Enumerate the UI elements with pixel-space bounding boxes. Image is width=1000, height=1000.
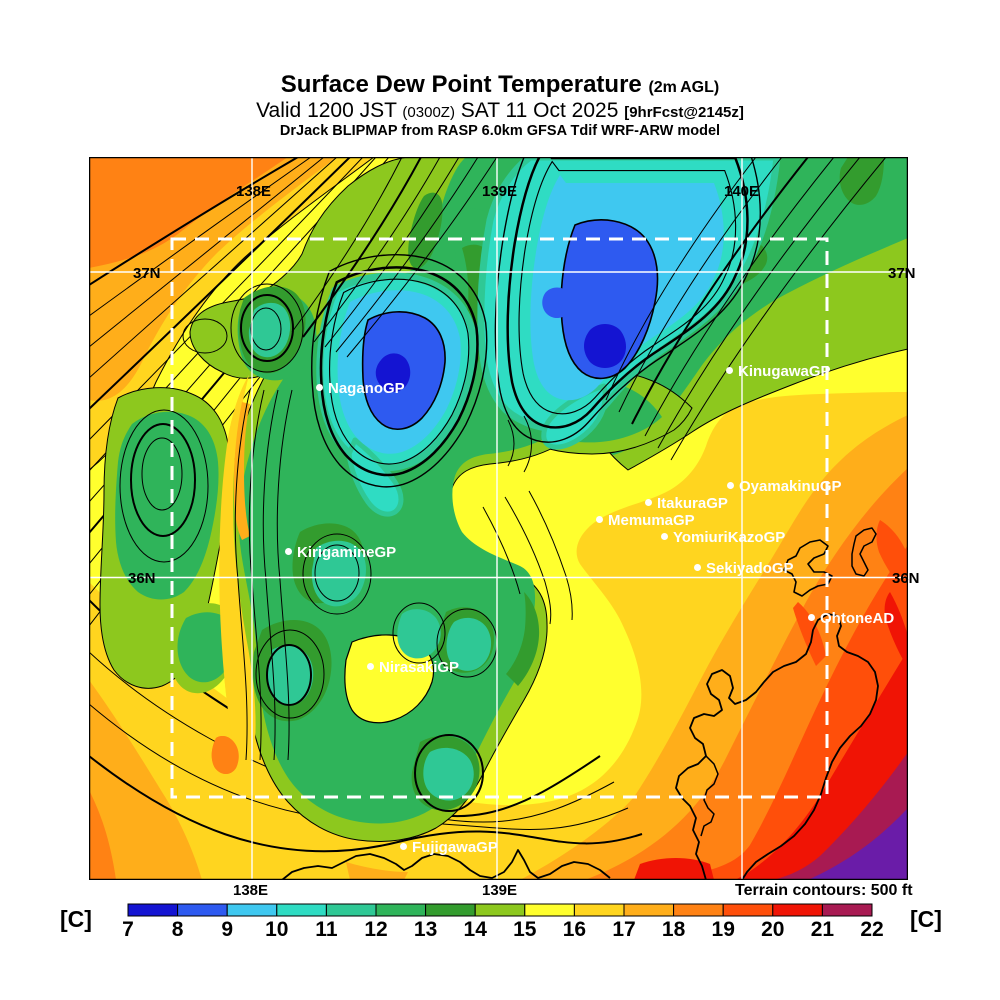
- svg-text:17: 17: [612, 918, 635, 941]
- svg-text:10: 10: [265, 918, 288, 941]
- svg-text:[C]: [C]: [910, 906, 942, 932]
- svg-text:[C]: [C]: [60, 906, 92, 932]
- svg-text:16: 16: [563, 918, 586, 941]
- svg-text:15: 15: [513, 918, 537, 941]
- svg-text:14: 14: [464, 918, 488, 941]
- svg-text:8: 8: [172, 918, 184, 941]
- svg-text:9: 9: [221, 918, 233, 941]
- svg-text:7: 7: [122, 918, 134, 941]
- svg-text:21: 21: [811, 918, 835, 941]
- svg-text:12: 12: [364, 918, 387, 941]
- svg-text:19: 19: [712, 918, 735, 941]
- svg-text:20: 20: [761, 918, 784, 941]
- svg-text:22: 22: [860, 918, 883, 941]
- svg-text:11: 11: [315, 918, 338, 941]
- svg-text:18: 18: [662, 918, 686, 941]
- svg-text:13: 13: [414, 918, 437, 941]
